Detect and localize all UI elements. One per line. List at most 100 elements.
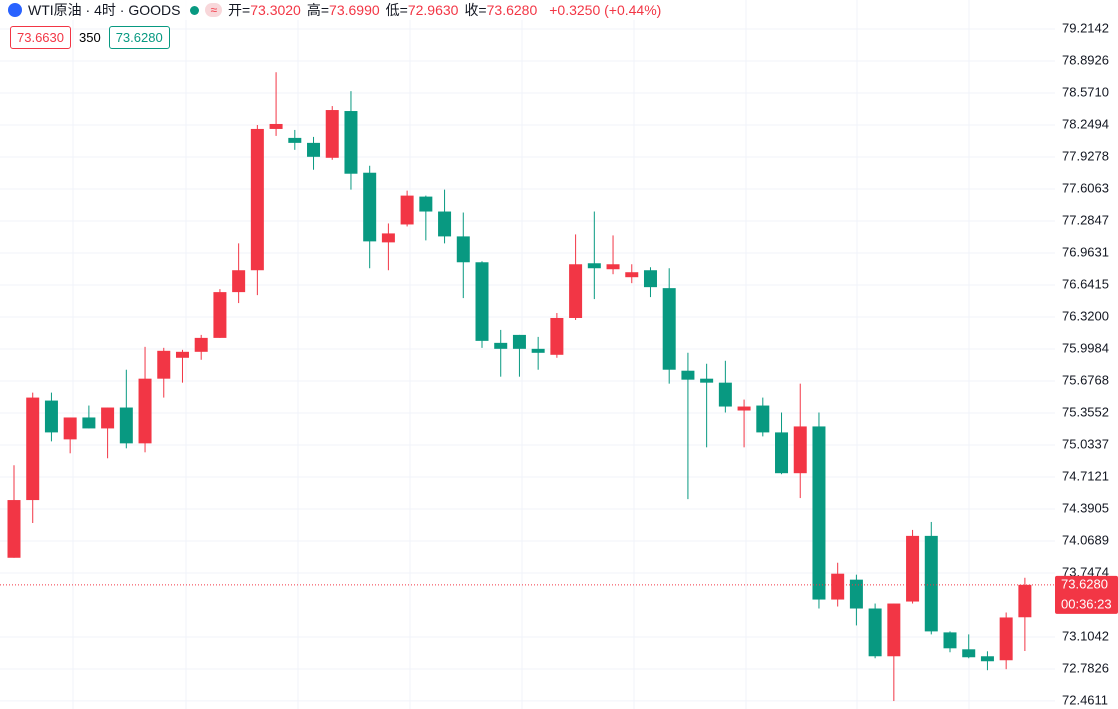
candle-body: [550, 317, 564, 355]
candle-body: [718, 382, 732, 407]
candle-body: [962, 649, 976, 658]
candle-body: [943, 632, 957, 649]
candle-body: [250, 128, 264, 271]
ask[interactable]: 73.6280: [108, 26, 170, 49]
stat-label: 低=: [385, 2, 408, 18]
y-tick-label: 72.7826: [1062, 660, 1109, 675]
y-tick-label: 72.4611: [1062, 692, 1108, 707]
symbol[interactable]: WTI原油 · 4时 · GOODS: [28, 2, 181, 18]
y-tick-label: 77.2847: [1062, 212, 1109, 227]
candle-body: [194, 337, 208, 352]
y-tick-label: 77.6063: [1062, 180, 1109, 195]
candle-body: [82, 417, 96, 429]
candle-body: [887, 603, 901, 657]
candle-body: [438, 211, 452, 237]
status-pill: ≈: [205, 3, 223, 17]
candle-body: [213, 292, 227, 338]
y-tick-label: 78.2494: [1062, 116, 1109, 131]
y-tick-label: 76.3200: [1062, 308, 1109, 323]
candle-body: [681, 370, 695, 380]
candle-body: [662, 288, 676, 370]
y-tick-label: 75.3552: [1062, 404, 1109, 419]
y-tick-label: 75.6768: [1062, 372, 1109, 387]
stats: 开=73.3020 高=73.6990 低=72.9630 收=73.6280: [228, 0, 543, 20]
symbol-icon: [8, 3, 22, 17]
candle-body: [643, 270, 657, 288]
y-tick-label: 75.9984: [1062, 340, 1109, 355]
y-tick-label: 77.9278: [1062, 148, 1109, 163]
countdown: 00:36:23: [1061, 596, 1112, 611]
candle-body: [232, 270, 246, 293]
stat-value: 72.9630: [407, 2, 459, 18]
candle-body: [475, 262, 489, 341]
y-tick-label: 74.3905: [1062, 500, 1109, 515]
candle-body: [138, 378, 152, 444]
legend-header: WTI原油 · 4时 · GOODS ≈ 开=73.3020 高=73.6990 低…: [8, 0, 662, 20]
y-tick-label: 74.7121: [1062, 468, 1109, 483]
last-price-box: [1055, 575, 1118, 614]
candle-body: [737, 406, 751, 411]
change: +0.3250 (+0.44%): [549, 2, 662, 18]
candle-body: [700, 378, 714, 383]
spread: 350: [79, 30, 101, 45]
candle-body: [157, 350, 171, 379]
y-tick-label: 76.6415: [1062, 276, 1109, 291]
candle-body: [269, 123, 283, 129]
candle-body: [63, 417, 77, 440]
candle-body: [625, 272, 639, 278]
candle-body: [831, 573, 845, 600]
quote-row: 73.6630 350 73.6280: [10, 26, 170, 49]
y-tick-label: 78.5710: [1062, 84, 1109, 99]
candle-body: [7, 500, 21, 558]
y-tick-label: 76.9631: [1062, 244, 1109, 259]
candle-body: [587, 263, 601, 269]
candle-body: [906, 535, 920, 602]
candle-body: [1018, 584, 1032, 618]
candle-body: [44, 400, 58, 433]
candle-body: [494, 342, 508, 349]
candle-body: [924, 535, 938, 632]
candle-body: [101, 407, 115, 429]
candle-body: [793, 426, 807, 474]
stat-label: 收=: [464, 2, 487, 18]
candle-body: [381, 233, 395, 243]
candle-body: [756, 405, 770, 433]
candle-body: [456, 236, 470, 263]
y-tick-label: 73.7474: [1062, 564, 1109, 579]
bid[interactable]: 73.6630: [10, 26, 71, 49]
y-tick-label: 78.8926: [1062, 52, 1109, 67]
candle-body: [419, 196, 433, 212]
y-tick-label: 73.1042: [1062, 628, 1109, 643]
candle-body: [344, 111, 358, 174]
candle-body: [512, 334, 526, 349]
status-dot: [190, 5, 200, 15]
candle-body: [26, 397, 40, 501]
last-price-label: 73.6280: [1061, 576, 1108, 591]
candle-body: [775, 432, 789, 474]
stat-value: 73.3020: [250, 2, 301, 18]
candle-body: [363, 172, 377, 242]
y-tick-label: 75.0337: [1062, 436, 1109, 451]
stat-label: 高=: [306, 2, 330, 18]
candle-body: [569, 264, 583, 318]
candle-body: [868, 608, 882, 657]
stat-label: 开=: [228, 2, 251, 18]
candle-body: [288, 137, 302, 143]
candle-body: [307, 142, 321, 157]
candle-body: [400, 195, 414, 225]
candle-body: [849, 579, 863, 609]
candle-body: [175, 351, 189, 358]
y-tick-label: 74.0689: [1062, 532, 1109, 547]
stat-value: 73.6990: [329, 2, 380, 18]
stat-value: 73.6280: [486, 2, 538, 18]
candle-body: [812, 426, 826, 600]
candle-body: [980, 656, 994, 662]
candle-body: [119, 407, 133, 444]
candle-body: [606, 264, 620, 270]
candle-body: [531, 348, 545, 353]
candle-body: [325, 110, 339, 158]
candle-body: [999, 617, 1013, 661]
y-tick-label: 79.2142: [1062, 20, 1109, 35]
